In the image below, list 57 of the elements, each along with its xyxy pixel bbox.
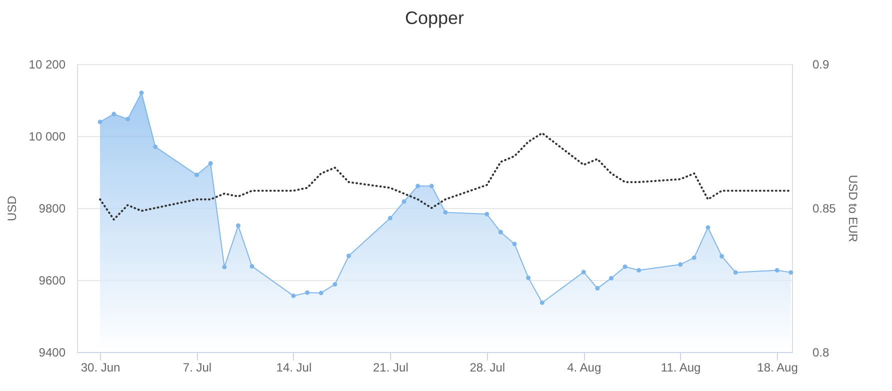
point bbox=[388, 216, 392, 220]
point bbox=[443, 210, 448, 215]
point bbox=[346, 254, 351, 258]
point bbox=[720, 254, 724, 258]
y-tick-label: 10 200 bbox=[28, 58, 66, 72]
point bbox=[692, 255, 696, 260]
point bbox=[581, 270, 586, 274]
y-axis-title: USD bbox=[4, 196, 19, 222]
point bbox=[788, 270, 794, 275]
point bbox=[98, 120, 102, 124]
point bbox=[498, 230, 503, 234]
point bbox=[236, 223, 240, 228]
point bbox=[609, 276, 614, 280]
point bbox=[291, 294, 296, 298]
x-tick-label: 30. Jun bbox=[80, 360, 120, 374]
y2-axis-title: USD to EUR bbox=[846, 174, 860, 242]
point bbox=[153, 144, 158, 150]
point bbox=[125, 116, 130, 122]
x-tick-label: 28. Jul bbox=[470, 360, 506, 374]
point bbox=[526, 276, 531, 280]
y-tick-label: 9400 bbox=[38, 346, 66, 360]
point bbox=[332, 282, 338, 287]
x-tick-label: 11. Aug bbox=[660, 360, 701, 374]
point bbox=[512, 242, 517, 246]
y2-tick-label: 0.8 bbox=[812, 346, 830, 360]
y-tick-label: 9600 bbox=[38, 274, 66, 288]
point bbox=[706, 225, 710, 230]
point bbox=[622, 264, 628, 269]
point bbox=[636, 268, 642, 273]
point bbox=[416, 184, 420, 188]
y-tick-label: 10 000 bbox=[28, 130, 66, 144]
point bbox=[678, 262, 683, 267]
y2-tick-label: 0.85 bbox=[812, 202, 836, 216]
point bbox=[484, 212, 490, 216]
x-tick-label: 14. Jul bbox=[276, 360, 312, 374]
point bbox=[595, 286, 600, 291]
x-tick-label: 18. Aug bbox=[757, 360, 798, 374]
y-tick-label: 9800 bbox=[38, 202, 66, 216]
y2-tick-label: 0.9 bbox=[812, 58, 830, 72]
point bbox=[733, 270, 738, 275]
point bbox=[774, 268, 780, 273]
point bbox=[194, 172, 199, 178]
point bbox=[250, 264, 254, 269]
point bbox=[402, 199, 406, 204]
x-tick-label: 4. Aug bbox=[567, 360, 602, 374]
point bbox=[112, 112, 116, 116]
point bbox=[540, 300, 544, 305]
point bbox=[139, 90, 144, 96]
point bbox=[222, 264, 227, 270]
line-series bbox=[99, 132, 792, 221]
x-tick-label: 7. Jul bbox=[182, 360, 212, 374]
x-tick-label: 21. Jul bbox=[372, 360, 408, 374]
chart-title: Copper bbox=[404, 8, 464, 28]
point bbox=[305, 290, 310, 295]
point bbox=[318, 290, 324, 296]
point bbox=[208, 161, 213, 166]
point bbox=[429, 184, 434, 188]
